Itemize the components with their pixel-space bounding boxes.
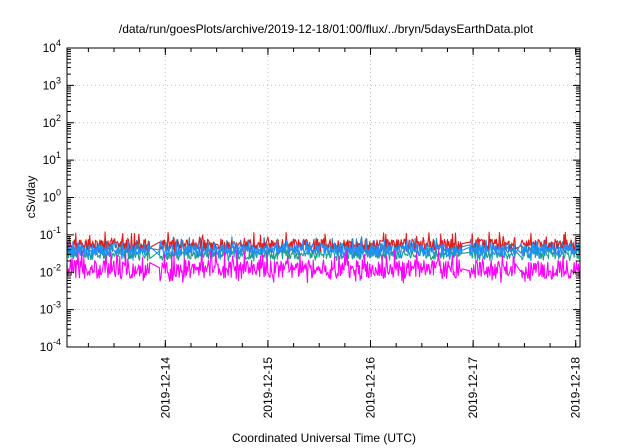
y-axis-label: cSv/day <box>24 176 38 219</box>
series-line <box>66 242 581 262</box>
y-tick-exponent: 2 <box>56 113 61 123</box>
chart-title: /data/run/goesPlots/archive/2019-12-18/0… <box>119 22 534 36</box>
y-tick-exponent: -1 <box>53 225 61 235</box>
y-tick-label: 102 <box>43 113 61 130</box>
x-tick-label: 2019-12-15 <box>261 357 275 419</box>
y-tick-exponent: -4 <box>53 337 61 347</box>
y-tick-label: 103 <box>43 75 61 92</box>
x-axis-label: Coordinated Universal Time (UTC) <box>232 431 416 445</box>
x-tick-label: 2019-12-14 <box>158 357 172 419</box>
y-tick-label: 104 <box>43 38 61 55</box>
y-tick-exponent: 1 <box>56 150 61 160</box>
y-tick-label: 10-3 <box>40 300 61 317</box>
grid <box>67 48 580 347</box>
y-tick-label: 100 <box>43 188 61 205</box>
y-tick-label: 101 <box>43 150 61 167</box>
y-tick-exponent: 3 <box>56 75 61 85</box>
y-tick-exponent: -2 <box>53 262 61 272</box>
series-line <box>66 237 581 262</box>
y-tick-label: 10-1 <box>40 225 61 242</box>
x-tick-label: 2019-12-18 <box>569 357 583 419</box>
series-group <box>66 231 581 284</box>
y-tick-exponent: 0 <box>56 188 61 198</box>
x-tick-label: 2019-12-17 <box>466 357 480 419</box>
x-axis: 2019-12-14 2019-12-15 2019-12-16 2019-12-17… <box>87 48 583 419</box>
series-line <box>66 249 581 284</box>
x-tick-label: 2019-12-16 <box>364 357 378 419</box>
y-tick-exponent: 4 <box>56 38 61 48</box>
y-tick-label: 10-4 <box>40 337 61 354</box>
y-tick-exponent: -3 <box>53 300 61 310</box>
y-tick-label: 10-2 <box>40 262 61 279</box>
series-line <box>66 231 581 253</box>
